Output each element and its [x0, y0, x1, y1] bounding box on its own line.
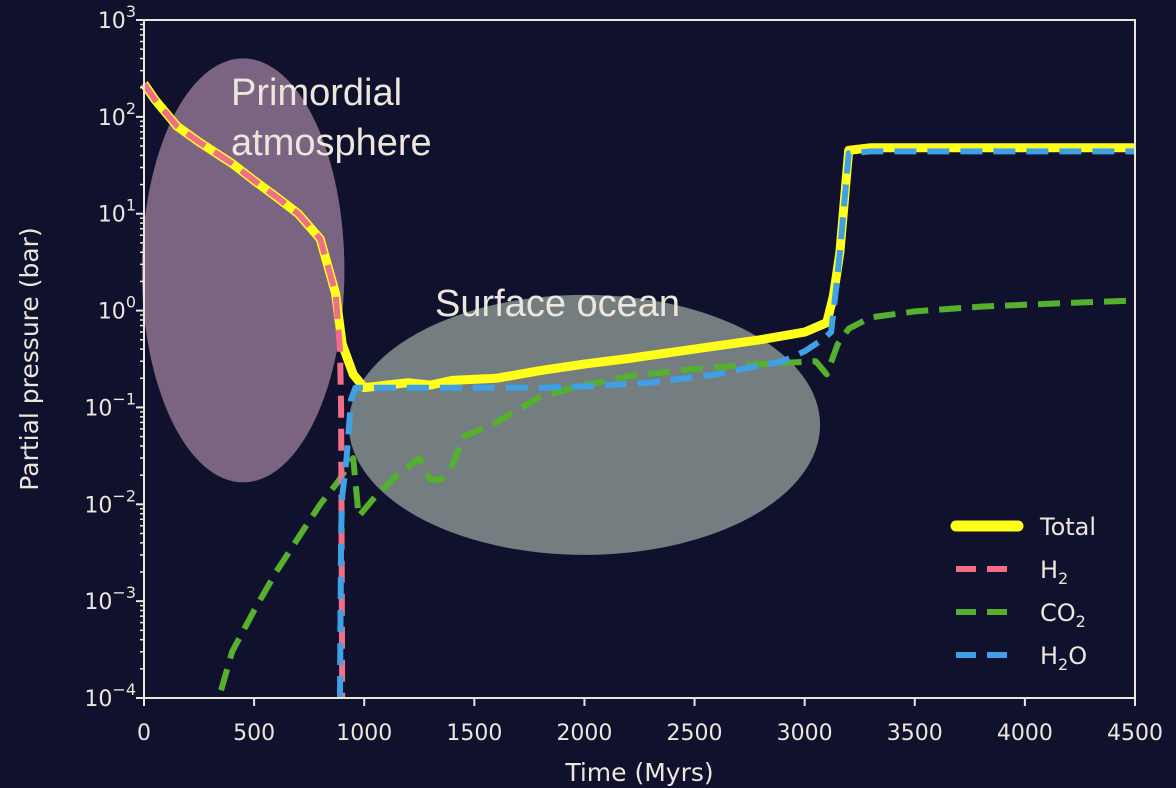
series-layer: [140, 81, 1136, 699]
primordial-atmosphere-label-line-1: Primordial: [231, 72, 402, 114]
y-axis-label: Partial pressure (bar): [15, 227, 44, 490]
y-tick-label: 101: [98, 196, 136, 228]
x-tick-label: 3500: [887, 721, 943, 746]
y-tick-label: 102: [98, 99, 136, 131]
x-axis-label: Time (Myrs): [564, 758, 713, 787]
legend: Total H2 CO2 H2O: [950, 513, 1096, 674]
legend-h2o-label: H2O: [1040, 642, 1087, 674]
surface-ocean-label-line-1: Surface ocean: [435, 283, 680, 325]
x-tick-label: 1500: [446, 721, 502, 746]
legend-co2-label: CO2: [1040, 599, 1086, 631]
x-tick-label: 4500: [1107, 721, 1163, 746]
primordial-atmosphere-label-line-2: atmosphere: [231, 122, 432, 164]
h2o-line: [337, 148, 1135, 699]
x-tick-label: 2000: [556, 721, 612, 746]
x-tick-label: 2500: [667, 721, 723, 746]
y-tick-label: 10−1: [84, 389, 136, 421]
x-tick-label: 1000: [336, 721, 392, 746]
y-tick-label: 10−3: [84, 583, 136, 615]
plot-frame: [143, 19, 1136, 699]
x-tick-label: 0: [137, 721, 151, 746]
axes-layer: 0 500 1000 1500 2000 2500 3000 3500 4000 4500 103 1…: [15, 2, 1163, 787]
co2-line: [218, 297, 1136, 692]
y-tick-label: 100: [98, 293, 136, 325]
x-tick-label: 4000: [997, 721, 1053, 746]
annotations-layer: Primordial atmosphere Surface ocean: [231, 72, 680, 325]
primordial-region-ellipse: [141, 58, 345, 483]
x-tick-label: 500: [233, 721, 275, 746]
legend-total-label: Total: [1039, 513, 1096, 541]
legend-h2-label: H2: [1040, 556, 1068, 588]
h2-line: [141, 82, 346, 699]
x-tick-label: 3000: [777, 721, 833, 746]
y-tick-label: 10−4: [84, 680, 136, 712]
ocean-region-ellipse: [348, 294, 821, 555]
y-tick-label: 103: [98, 2, 136, 34]
y-tick-label: 10−2: [84, 486, 136, 518]
regions-layer: [141, 58, 821, 555]
